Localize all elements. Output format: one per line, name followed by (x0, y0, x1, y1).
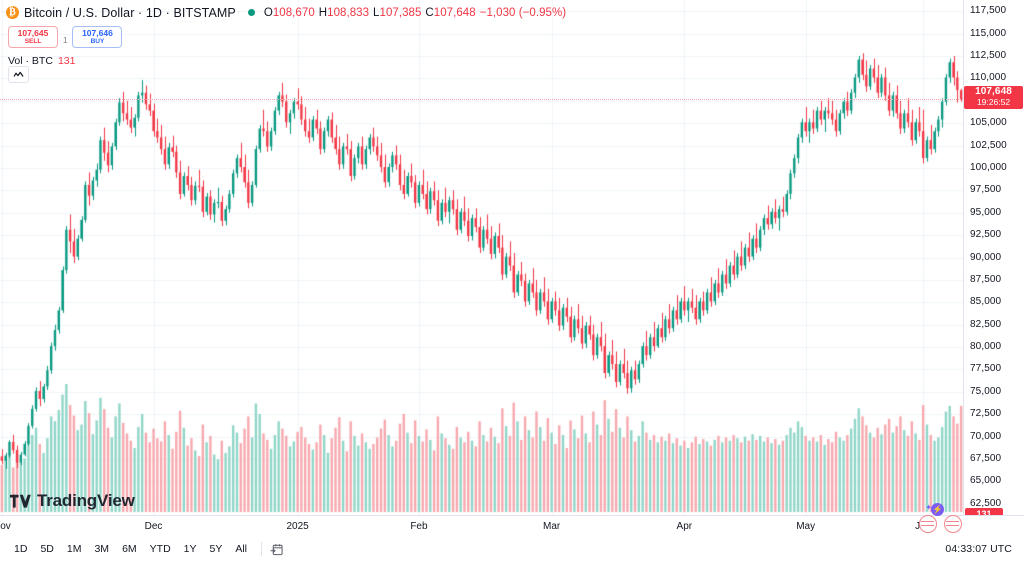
price-axis-label: 65,000 (970, 475, 1002, 487)
time-axis-label: 2025 (286, 521, 309, 532)
collapse-pane-button[interactable] (8, 66, 29, 83)
range-button-all[interactable]: All (235, 543, 248, 555)
range-buttons: 1D 5D 1M 3M 6M YTD 1Y 5Y All (0, 541, 253, 557)
price-chart-canvas[interactable] (0, 0, 963, 515)
range-button-1d[interactable]: 1D (14, 543, 28, 555)
price-axis-label: 75,000 (970, 385, 1002, 397)
price-axis-label: 105,000 (970, 117, 1007, 129)
price-axis-label: 97,500 (970, 184, 1002, 196)
trade-buttons-row: 107,645 SELL 1 107,646 BUY (0, 22, 1024, 50)
bar-countdown: 19:26:52 (976, 97, 1011, 108)
current-price-value: 107,648 (975, 86, 1012, 98)
buy-button[interactable]: 107,646 BUY (72, 26, 123, 48)
sell-price: 107,645 (17, 28, 49, 38)
floating-action-icons[interactable]: ✦ ⚡ (916, 503, 962, 533)
price-axis-label: 62,500 (970, 497, 1002, 509)
price-axis-label: 90,000 (970, 251, 1002, 263)
calendar-icon[interactable] (270, 543, 283, 556)
range-button-3m[interactable]: 3M (94, 543, 110, 555)
sell-label: SELL (24, 37, 42, 45)
price-axis-label: 77,500 (970, 363, 1002, 375)
price-scale[interactable]: 107,648 19:26:52 131 117,500 115,000 112,5… (963, 0, 1024, 538)
tradingview-watermark: TradingView (10, 491, 135, 511)
price-axis-label: 100,000 (970, 161, 1007, 173)
price-axis-label: 85,000 (970, 296, 1002, 308)
time-axis-label: Nov (0, 521, 11, 532)
price-axis-label: 70,000 (970, 430, 1002, 442)
tradingview-logo-icon (10, 494, 31, 508)
time-axis-label: Mar (543, 521, 561, 532)
price-axis-label: 95,000 (970, 206, 1002, 218)
time-axis[interactable]: NovDec2025FebMarAprMayJun (0, 515, 1024, 539)
price-axis-label: 80,000 (970, 341, 1002, 353)
range-button-1m[interactable]: 1M (66, 543, 82, 555)
bottom-toolbar: 1D 5D 1M 3M 6M YTD 1Y 5Y All 04:33:07 UTC (0, 537, 1024, 561)
lightning-icon[interactable]: ⚡ (931, 503, 944, 516)
price-axis-label: 67,500 (970, 453, 1002, 465)
price-axis-label: 102,500 (970, 139, 1007, 151)
sell-button[interactable]: 107,645 SELL (8, 26, 58, 48)
range-button-5d[interactable]: 5D (40, 543, 54, 555)
price-axis-label: 110,000 (970, 72, 1007, 84)
price-axis-label: 87,500 (970, 273, 1002, 285)
toolbar-divider (261, 542, 263, 556)
collapse-chevron-icon (13, 71, 24, 77)
price-axis-label: 117,500 (970, 5, 1007, 17)
range-button-6m[interactable]: 6M (122, 543, 137, 555)
price-axis-label: 115,000 (970, 27, 1007, 39)
buy-label: BUY (90, 37, 105, 45)
clock-time: 04:33:07 UTC (945, 543, 1012, 555)
price-axis-label: 72,500 (970, 408, 1002, 420)
buy-price: 107,646 (82, 28, 113, 38)
range-button-ytd[interactable]: YTD (149, 543, 171, 555)
replay-icon-2[interactable] (944, 515, 962, 533)
goto-date-icon-svg (270, 543, 283, 555)
time-axis-label: Apr (676, 521, 693, 532)
sparkle-icon: ✦ (925, 503, 932, 512)
range-button-5y[interactable]: 5Y (209, 543, 223, 555)
price-axis-label: 92,500 (970, 229, 1002, 241)
range-button-1y[interactable]: 1Y (183, 543, 197, 555)
spread-value: 1 (63, 35, 68, 45)
time-axis-label: May (796, 521, 816, 532)
time-axis-label: Dec (144, 521, 163, 532)
current-price-tag: 107,648 19:26:52 (964, 86, 1023, 110)
watermark-text: TradingView (37, 491, 135, 510)
price-axis-label: 112,500 (970, 49, 1007, 61)
time-axis-label: Feb (410, 521, 428, 532)
replay-icon-1[interactable] (918, 515, 937, 533)
price-axis-label: 82,500 (970, 318, 1002, 330)
